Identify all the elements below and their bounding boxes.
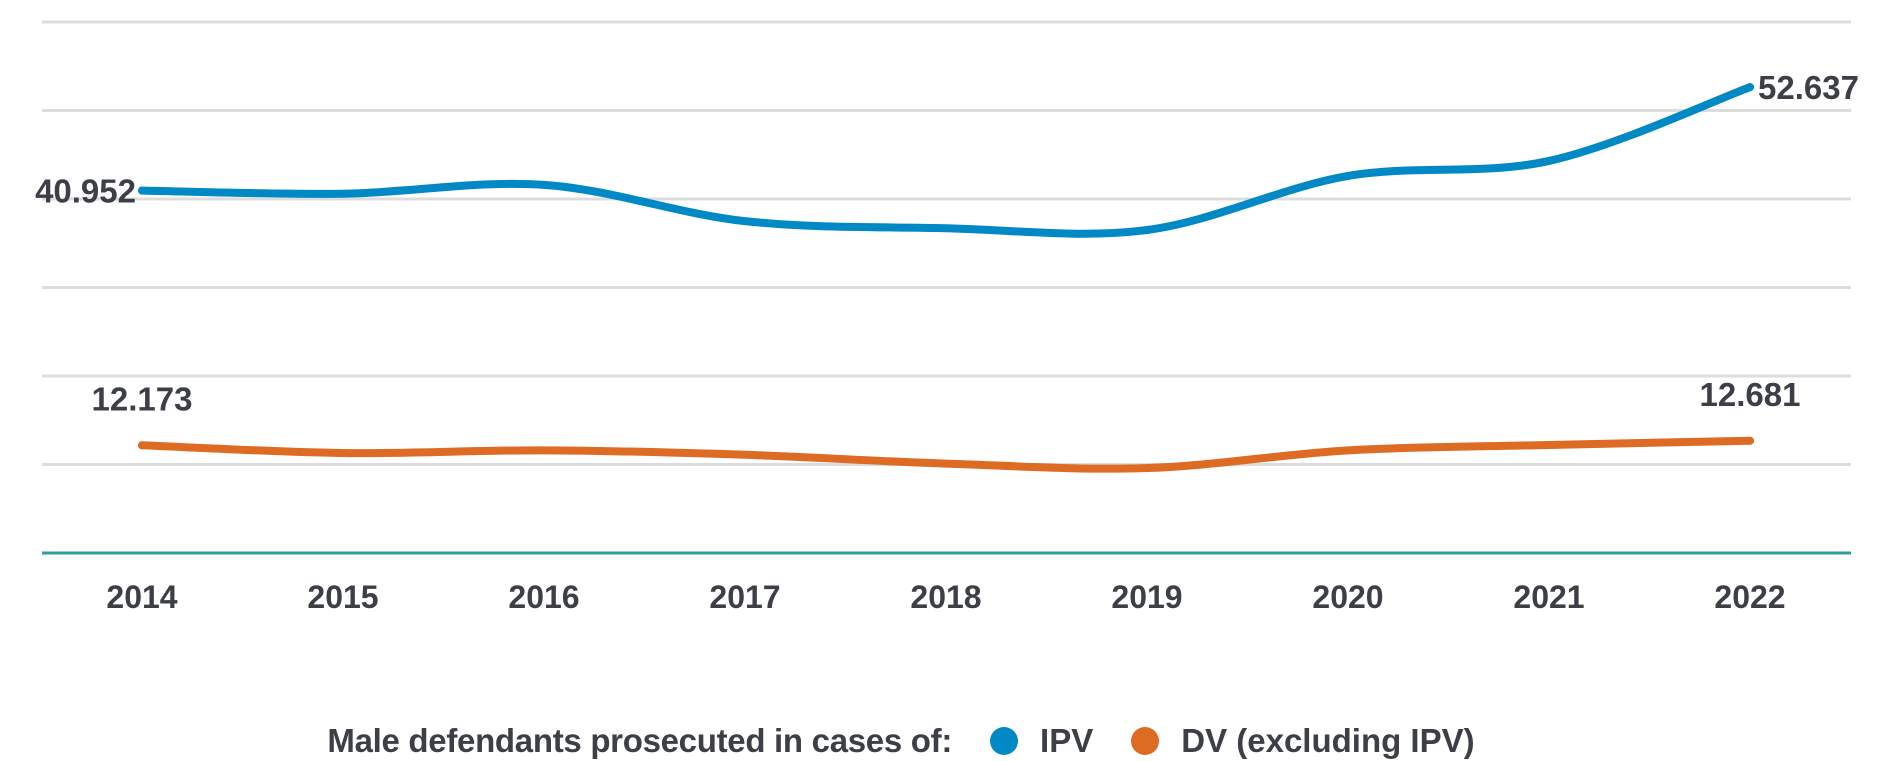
x-tick-label: 2015	[307, 579, 378, 615]
x-tick-label: 2020	[1312, 579, 1383, 615]
data-labels: 40.952 52.637 12.173 12.681	[35, 69, 1859, 417]
series-line-ipv	[138, 83, 1754, 238]
data-point	[138, 186, 146, 195]
series-line-dv	[138, 436, 1754, 473]
data-point	[138, 441, 146, 450]
x-tick-label: 2022	[1714, 579, 1785, 615]
data-label: 12.173	[92, 380, 193, 417]
series-lines	[138, 83, 1754, 473]
x-tick-label: 2018	[910, 579, 981, 615]
legend-item-dv[interactable]: DV (excluding IPV)	[1131, 722, 1475, 760]
legend-label: IPV	[1040, 722, 1094, 759]
data-label: 40.952	[35, 173, 136, 210]
legend-label: DV (excluding IPV)	[1181, 722, 1475, 759]
legend-dot-icon	[990, 727, 1019, 755]
legend: Male defendants prosecuted in cases of: …	[0, 722, 1890, 760]
x-tick-labels: 2014 2015 2016 2017 2018 2019 2020 2021 2022	[106, 579, 1785, 615]
x-tick-label: 2021	[1513, 579, 1584, 615]
data-label: 12.681	[1700, 376, 1801, 413]
x-tick-label: 2019	[1111, 579, 1182, 615]
data-point	[1746, 436, 1754, 445]
x-tick-label: 2017	[709, 579, 780, 615]
data-label: 52.637	[1758, 69, 1859, 106]
x-tick-label: 2014	[106, 579, 177, 615]
x-tick-label: 2016	[508, 579, 579, 615]
data-point	[1746, 83, 1754, 92]
gridlines	[42, 20, 1851, 466]
legend-item-ipv[interactable]: IPV	[990, 722, 1093, 760]
legend-title: Male defendants prosecuted in cases of:	[327, 722, 953, 759]
legend-dot-icon	[1131, 727, 1160, 755]
